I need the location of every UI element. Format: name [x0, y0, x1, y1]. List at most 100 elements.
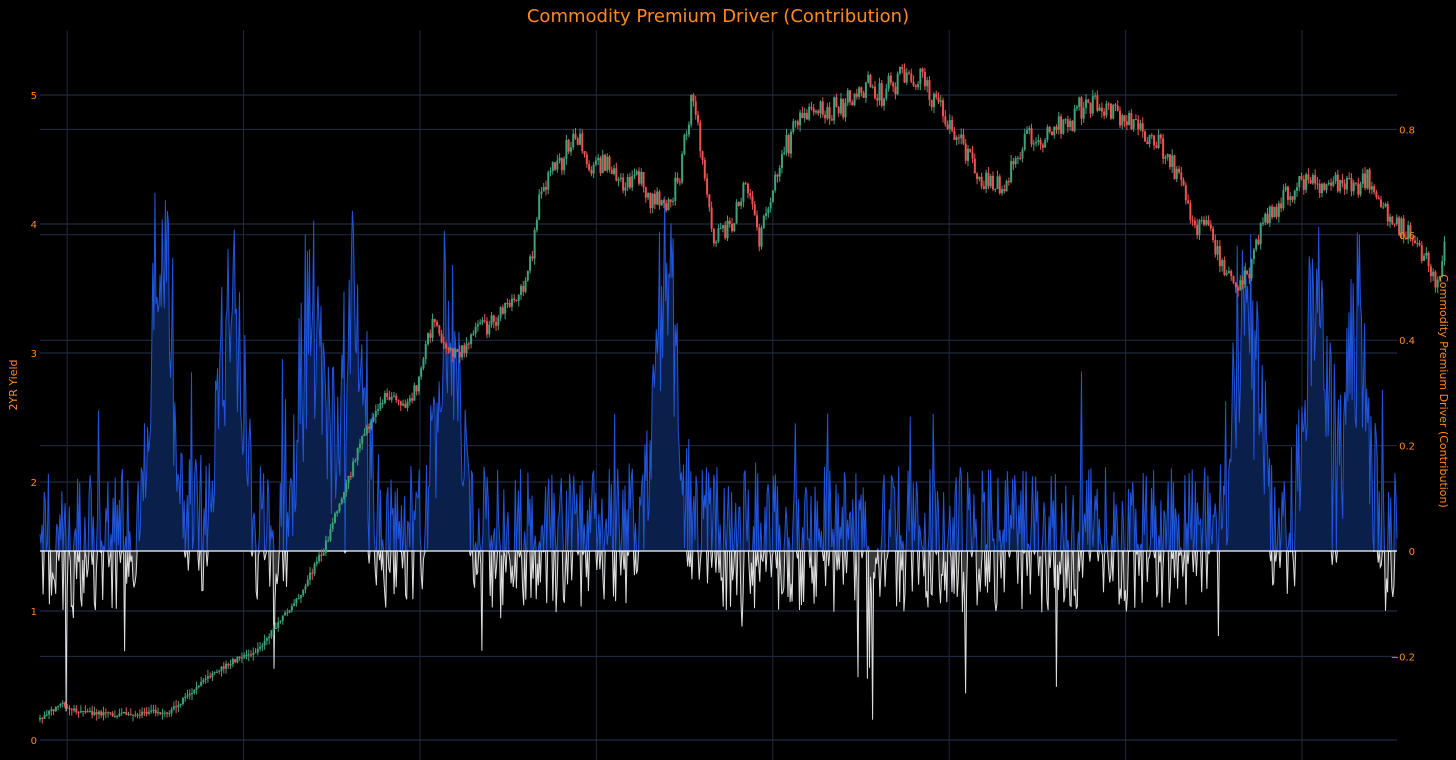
candle [218, 669, 221, 675]
candle [712, 227, 715, 247]
candle [436, 319, 439, 328]
candle [733, 222, 736, 233]
candle [113, 710, 116, 718]
candle [563, 156, 566, 175]
candle [447, 347, 450, 354]
candle [880, 80, 883, 108]
candle [1041, 142, 1044, 153]
candle [719, 222, 722, 230]
candle [921, 67, 924, 78]
candle [1207, 215, 1210, 226]
candle [558, 153, 561, 164]
candle [352, 457, 355, 478]
candle [415, 385, 418, 396]
candle [905, 67, 908, 86]
candle [324, 535, 327, 557]
candle [63, 701, 66, 709]
candle [77, 711, 80, 718]
candle [1150, 133, 1153, 140]
candle [871, 84, 874, 89]
candle [597, 154, 600, 166]
candle [474, 322, 477, 338]
candle [982, 180, 985, 190]
candle [1159, 133, 1162, 144]
candle [783, 146, 786, 156]
candle [70, 707, 73, 716]
candle [132, 714, 135, 722]
candle [431, 313, 434, 342]
candle [1280, 197, 1283, 213]
candle [1296, 182, 1299, 197]
right-tick-label: 0.6 [1399, 231, 1415, 242]
candle [265, 636, 268, 645]
right-tick-label: 0.4 [1399, 336, 1415, 347]
candle [694, 95, 697, 120]
candle [1162, 133, 1165, 165]
candle [39, 714, 41, 723]
candle [306, 575, 309, 587]
candle [644, 186, 647, 203]
candle [1223, 256, 1226, 277]
candle [1400, 216, 1403, 240]
candle [1398, 215, 1401, 236]
candle [84, 705, 87, 714]
candle [951, 115, 954, 133]
candle [862, 90, 865, 99]
candle [678, 177, 681, 186]
candle [821, 97, 824, 118]
candle [1060, 113, 1063, 139]
candle [1125, 115, 1128, 131]
candle [1128, 110, 1131, 126]
candle [125, 707, 128, 716]
candle [211, 670, 214, 682]
candle [288, 609, 291, 614]
candle [1107, 102, 1110, 110]
candle [572, 129, 575, 151]
candle [1316, 177, 1319, 190]
candle [1386, 201, 1389, 227]
candle [699, 119, 702, 158]
candle [908, 70, 911, 75]
candle [213, 671, 216, 676]
candle [470, 333, 473, 349]
candle [510, 294, 513, 312]
candle [186, 689, 189, 699]
candle [619, 173, 622, 183]
candle [497, 315, 500, 331]
candle [1030, 123, 1033, 148]
candle [154, 704, 157, 717]
candle [633, 168, 636, 180]
candle [771, 190, 774, 203]
candle [839, 92, 842, 116]
candle [1200, 216, 1203, 224]
candle [1202, 216, 1205, 227]
candle [263, 634, 266, 650]
candle [1137, 115, 1140, 136]
candle [420, 366, 423, 380]
candle [1155, 141, 1158, 149]
candle [1377, 195, 1380, 200]
candle [642, 171, 645, 193]
candle [780, 149, 783, 174]
candle [277, 617, 280, 632]
candle [1037, 134, 1040, 146]
candle [492, 314, 495, 329]
candle [365, 424, 368, 436]
left-tick-label: 1 [31, 607, 37, 618]
candle [499, 306, 502, 322]
candle [111, 711, 114, 717]
candle [485, 317, 488, 339]
candle [254, 648, 257, 654]
candle [209, 672, 212, 679]
candle [1261, 217, 1264, 227]
candle [531, 251, 534, 262]
candle [726, 215, 729, 241]
candle [551, 161, 554, 175]
candle [792, 118, 795, 135]
candle [769, 197, 772, 213]
candle [1073, 104, 1076, 133]
candle [127, 711, 130, 716]
candle [336, 510, 339, 517]
candle [708, 193, 711, 212]
candle [1096, 90, 1099, 113]
